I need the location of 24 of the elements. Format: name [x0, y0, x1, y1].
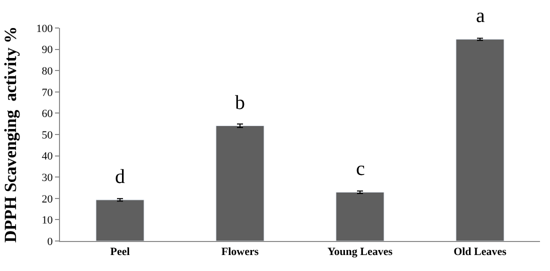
y-tick-label: 40	[42, 150, 54, 163]
bar	[456, 39, 504, 241]
y-tick-label: 20	[42, 193, 54, 206]
x-tick-label: Old Leaves	[454, 246, 508, 258]
annotation: d	[115, 166, 125, 188]
x-tick-label: Peel	[110, 246, 130, 258]
y-tick-label: 90	[42, 44, 54, 56]
annotation: b	[235, 92, 245, 114]
bar	[96, 200, 144, 241]
x-tick-label: Young Leaves	[327, 246, 394, 258]
y-tick-label: 10	[42, 214, 54, 227]
bar	[336, 192, 384, 241]
y-axis-title: DPPH Scavenging activity %	[0, 26, 20, 243]
annotation: a	[476, 5, 485, 27]
bar	[216, 126, 264, 241]
y-tick-label: 60	[42, 108, 54, 120]
y-tick-label: 0	[47, 236, 54, 248]
y-tick-label: 80	[42, 65, 54, 78]
y-tick-label: 100	[36, 22, 54, 35]
x-tick-label: Flowers	[221, 246, 260, 258]
annotation: c	[356, 158, 365, 180]
y-tick-label: 50	[42, 129, 54, 142]
y-tick-label: 70	[42, 86, 54, 99]
y-tick-label: 30	[42, 172, 54, 184]
